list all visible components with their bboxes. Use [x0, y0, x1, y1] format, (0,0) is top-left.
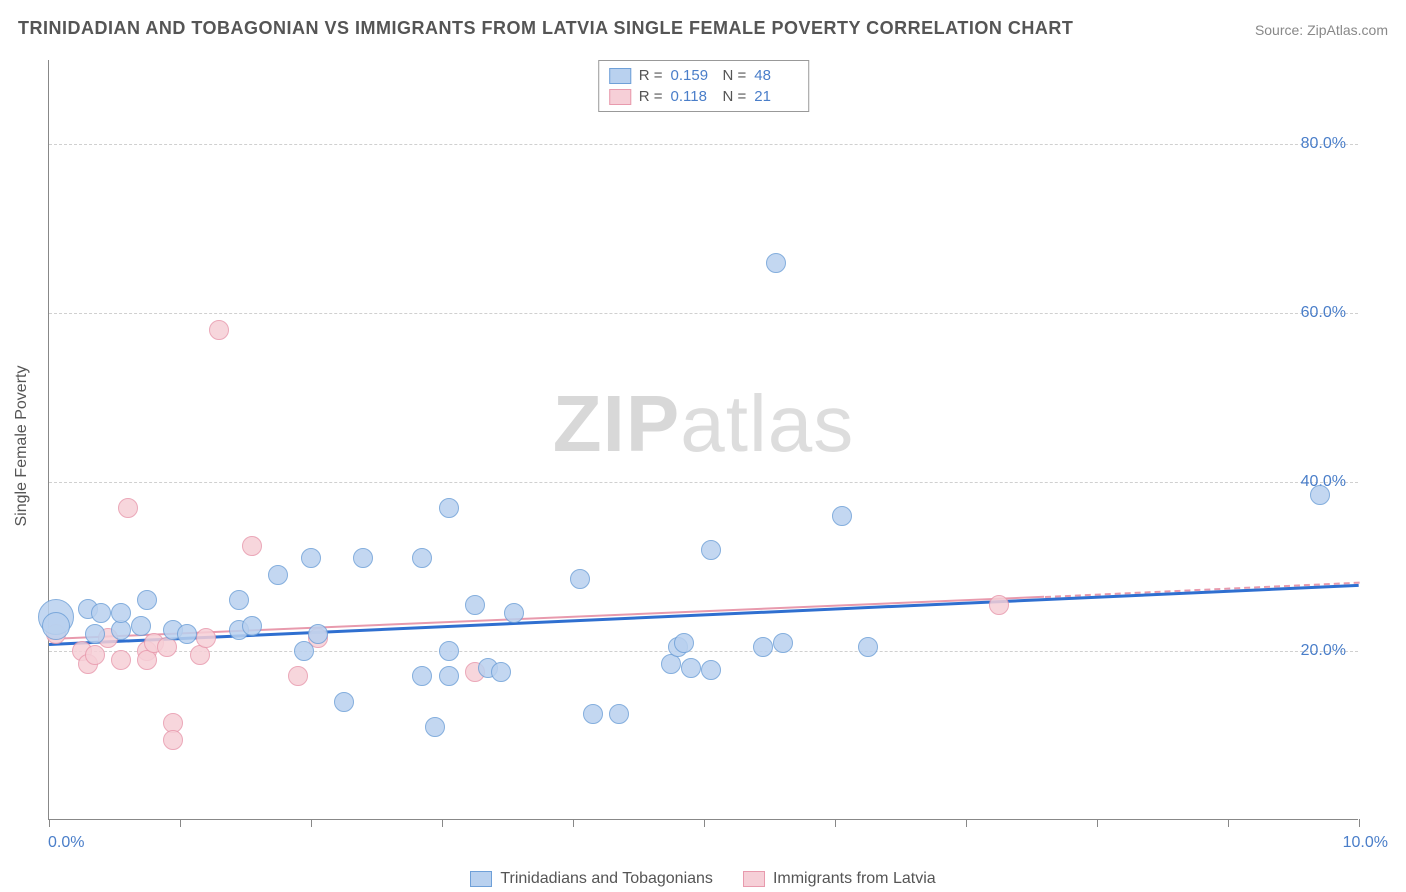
stats-row-series-0: R = 0.159 N = 48	[609, 65, 799, 86]
xtick	[180, 819, 181, 827]
data-point	[681, 658, 701, 678]
legend-label-1: Immigrants from Latvia	[773, 870, 936, 888]
data-point	[425, 717, 445, 737]
data-point	[163, 730, 183, 750]
y-axis-label: Single Female Poverty	[13, 366, 31, 527]
xtick-label-min: 0.0%	[48, 834, 84, 852]
data-point	[674, 633, 694, 653]
xtick	[704, 819, 705, 827]
data-point	[308, 624, 328, 644]
stats-n-value-1: 21	[754, 88, 798, 105]
data-point	[196, 628, 216, 648]
data-point	[91, 603, 111, 623]
ytick-label: 20.0%	[1301, 642, 1346, 660]
data-point	[701, 660, 721, 680]
xtick	[311, 819, 312, 827]
stats-n-label: N =	[723, 88, 747, 105]
data-point	[583, 704, 603, 724]
data-point	[209, 320, 229, 340]
stats-row-series-1: R = 0.118 N = 21	[609, 86, 799, 107]
data-point	[491, 662, 511, 682]
data-point	[242, 616, 262, 636]
ytick-label: 60.0%	[1301, 304, 1346, 322]
data-point	[753, 637, 773, 657]
xtick	[1097, 819, 1098, 827]
xtick	[966, 819, 967, 827]
stats-r-value-0: 0.159	[671, 67, 715, 84]
watermark-zip: ZIP	[553, 379, 680, 468]
gridline-h	[49, 144, 1358, 145]
data-point	[301, 548, 321, 568]
gridline-h	[49, 482, 1358, 483]
data-point	[858, 637, 878, 657]
ytick-label: 80.0%	[1301, 135, 1346, 153]
data-point	[989, 595, 1009, 615]
stats-box: R = 0.159 N = 48 R = 0.118 N = 21	[598, 60, 810, 112]
data-point	[242, 536, 262, 556]
data-point	[465, 595, 485, 615]
xtick	[835, 819, 836, 827]
xtick	[1228, 819, 1229, 827]
swatch-series-0	[609, 68, 631, 84]
data-point	[766, 253, 786, 273]
data-point	[439, 666, 459, 686]
xtick	[1359, 819, 1360, 827]
legend-label-0: Trinidadians and Tobagonians	[500, 870, 713, 888]
data-point	[229, 590, 249, 610]
watermark-atlas: atlas	[680, 379, 854, 468]
stats-n-value-0: 48	[754, 67, 798, 84]
data-point	[85, 624, 105, 644]
data-point	[570, 569, 590, 589]
xtick	[573, 819, 574, 827]
swatch-series-1	[609, 89, 631, 105]
legend-swatch-1	[743, 871, 765, 887]
data-point	[412, 666, 432, 686]
data-point	[42, 612, 70, 640]
data-point	[412, 548, 432, 568]
legend-swatch-0	[470, 871, 492, 887]
data-point	[832, 506, 852, 526]
data-point	[504, 603, 524, 623]
stats-r-label: R =	[639, 67, 663, 84]
data-point	[439, 498, 459, 518]
plot-area: ZIPatlas R = 0.159 N = 48 R = 0.118 N = …	[48, 60, 1358, 820]
legend-item-0: Trinidadians and Tobagonians	[470, 870, 713, 888]
data-point	[85, 645, 105, 665]
data-point	[268, 565, 288, 585]
data-point	[334, 692, 354, 712]
chart-title: TRINIDADIAN AND TOBAGONIAN VS IMMIGRANTS…	[18, 18, 1073, 39]
correlation-chart: TRINIDADIAN AND TOBAGONIAN VS IMMIGRANTS…	[0, 0, 1406, 892]
xtick	[49, 819, 50, 827]
data-point	[288, 666, 308, 686]
data-point	[111, 603, 131, 623]
data-point	[439, 641, 459, 661]
xtick-label-max: 10.0%	[1343, 834, 1388, 852]
data-point	[609, 704, 629, 724]
data-point	[177, 624, 197, 644]
data-point	[111, 650, 131, 670]
gridline-h	[49, 313, 1358, 314]
legend: Trinidadians and Tobagonians Immigrants …	[48, 870, 1358, 888]
data-point	[131, 616, 151, 636]
data-point	[353, 548, 373, 568]
source-attribution: Source: ZipAtlas.com	[1255, 22, 1388, 38]
stats-n-label: N =	[723, 67, 747, 84]
stats-r-value-1: 0.118	[671, 88, 715, 105]
stats-r-label: R =	[639, 88, 663, 105]
data-point	[137, 590, 157, 610]
data-point	[773, 633, 793, 653]
data-point	[294, 641, 314, 661]
gridline-h	[49, 651, 1358, 652]
data-point	[118, 498, 138, 518]
legend-item-1: Immigrants from Latvia	[743, 870, 936, 888]
data-point	[701, 540, 721, 560]
watermark: ZIPatlas	[553, 378, 854, 470]
xtick	[442, 819, 443, 827]
data-point	[1310, 485, 1330, 505]
